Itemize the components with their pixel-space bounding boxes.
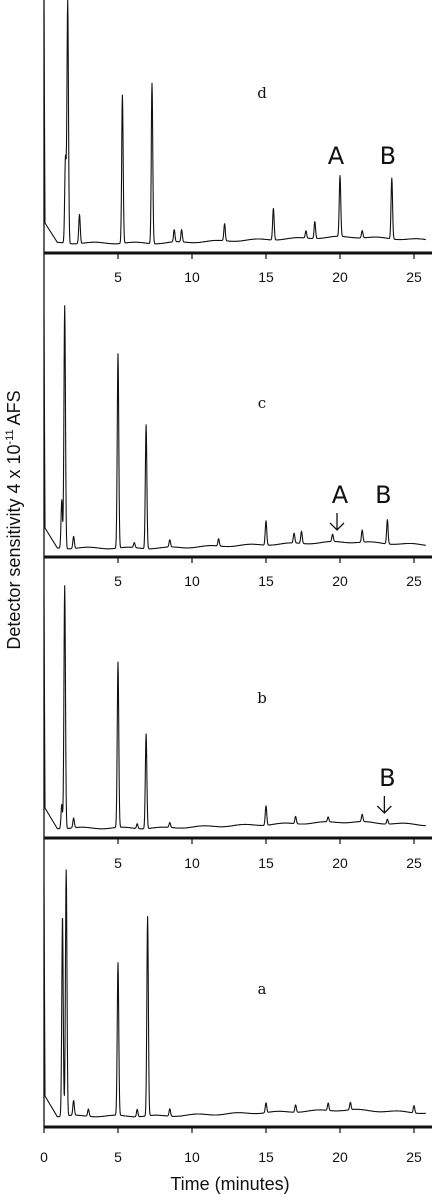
x-tick-label: 15 (258, 855, 274, 871)
x-tick-label: 25 (406, 1149, 422, 1165)
chromatogram-trace (43, 869, 427, 1118)
panel-letter: a (258, 980, 267, 998)
panel-b: 5 10 15 20 25 b B (43, 557, 432, 871)
x-axis-title: Time (minutes) (170, 1174, 289, 1194)
x-tick-label: 5 (114, 855, 122, 871)
x-tick-label: 5 (114, 269, 122, 285)
x-tick-label: 10 (184, 855, 200, 871)
panel-a: 0 5 10 15 20 25 a (40, 838, 432, 1165)
x-tick-label: 25 (406, 855, 422, 871)
x-tick-label: 0 (40, 1149, 48, 1165)
y-axis-title-exponent: -11 (4, 429, 16, 444)
x-tick-label: 20 (332, 269, 348, 285)
x-tick-label: 10 (184, 269, 200, 285)
x-tick-label: 15 (258, 573, 274, 589)
chromatogram-trace (43, 305, 427, 550)
annotation-arrow (376, 796, 392, 814)
peak-annotation: B (380, 142, 396, 170)
y-axis-title-unit: AFS (4, 390, 24, 429)
y-axis-title-main: Detector sensitivity 4 x 10 (4, 445, 24, 650)
y-axis-title: Detector sensitivity 4 x 10-11 AFS (4, 390, 24, 649)
x-tick-label: 20 (332, 573, 348, 589)
panel-c: 5 10 15 20 25 c A B (43, 253, 432, 589)
x-tick-label: 10 (184, 1149, 200, 1165)
peak-annotation: A (328, 142, 345, 170)
chromatogram-trace (43, 585, 427, 830)
panel-letter: b (257, 689, 267, 707)
annotation-arrow (329, 513, 345, 531)
x-tick-label: 15 (258, 269, 274, 285)
x-tick-label: 25 (406, 573, 422, 589)
x-tick-label: 15 (258, 1149, 274, 1165)
chromatogram-trace (43, 0, 427, 245)
x-tick-label: 20 (332, 1149, 348, 1165)
peak-annotation: B (379, 764, 395, 792)
x-tick-label: 5 (114, 573, 122, 589)
x-tick-label: 5 (114, 1149, 122, 1165)
peak-annotation: A (332, 481, 349, 509)
panel-letter: c (258, 394, 266, 412)
x-tick-label: 20 (332, 855, 348, 871)
panel-letter: d (257, 84, 267, 102)
peak-annotation: B (375, 481, 391, 509)
x-tick-label: 25 (406, 269, 422, 285)
panel-d: 5 10 15 20 25 d A B (43, 0, 432, 285)
x-tick-label: 10 (184, 573, 200, 589)
